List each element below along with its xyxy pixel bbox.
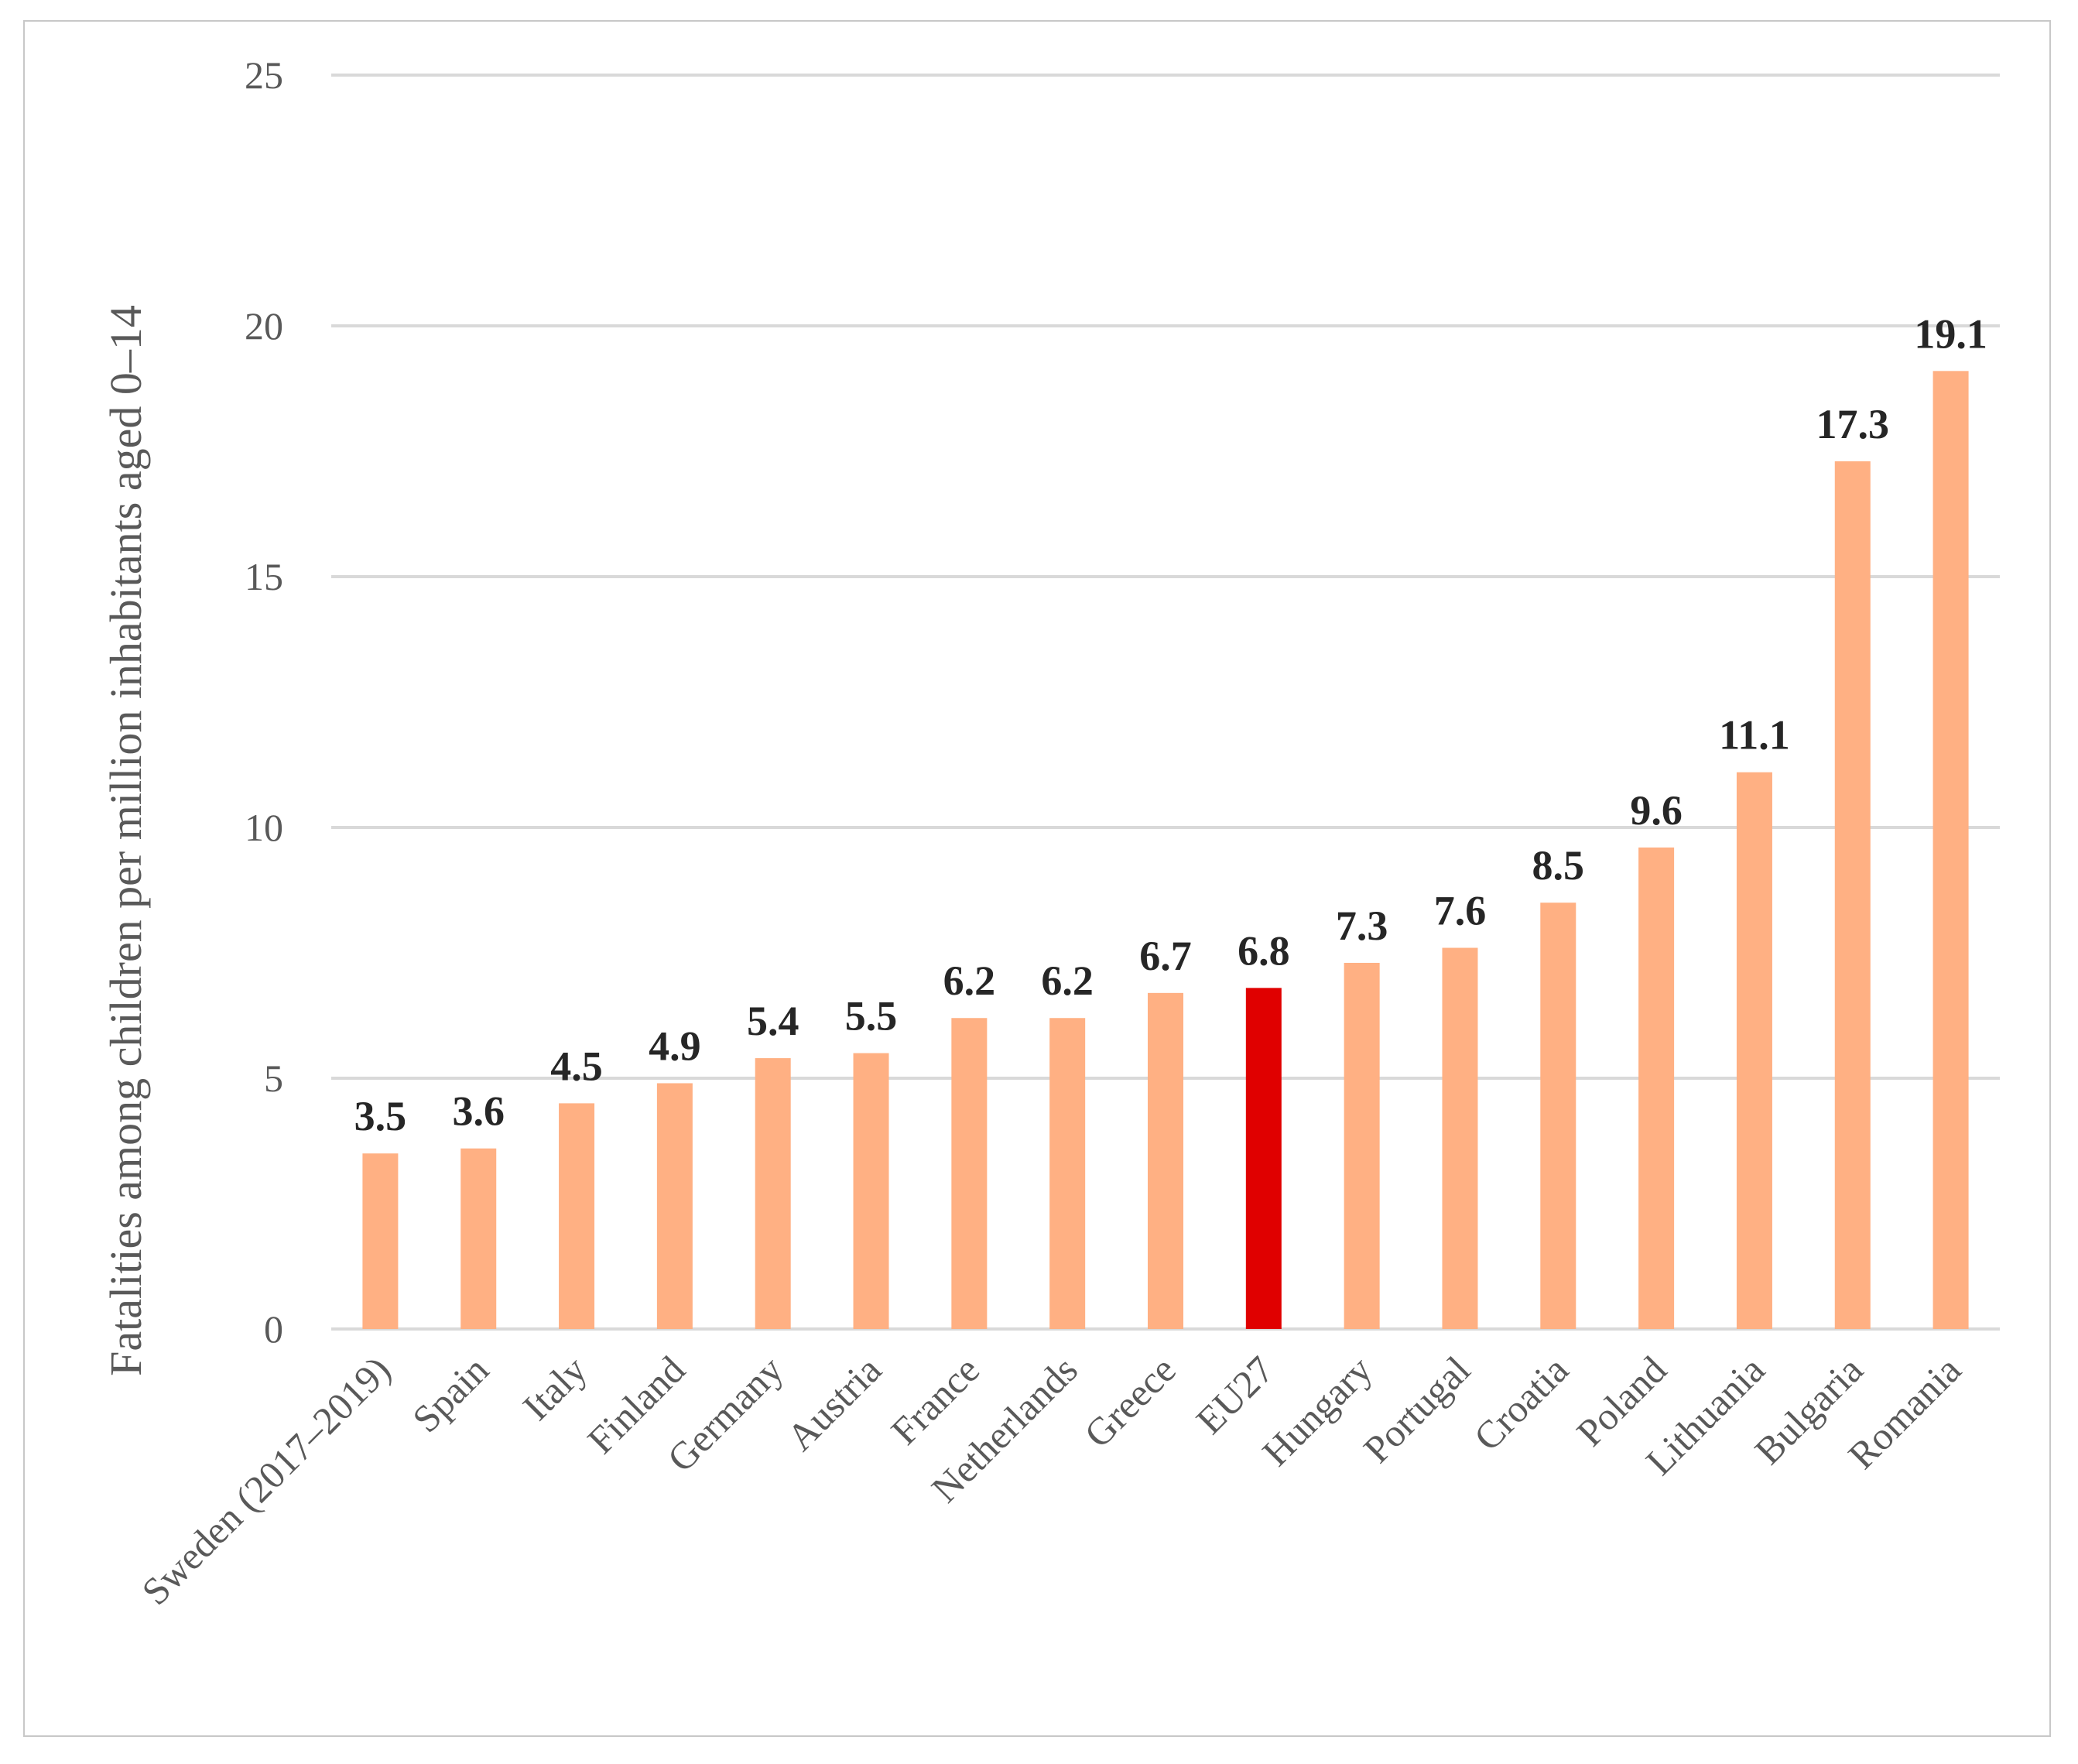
bar-bulgaria: [1834, 461, 1871, 1330]
bar-romania: [1933, 371, 1969, 1329]
y-tick-label: 20: [245, 304, 283, 348]
y-axis-label: Fatalities among children per million in…: [101, 305, 151, 1376]
data-label: 6.7: [1139, 933, 1192, 979]
bar-spain: [460, 1148, 497, 1329]
x-category-label: Italy: [514, 1348, 594, 1428]
data-label: 3.5: [354, 1093, 407, 1139]
bar-greece: [1148, 992, 1183, 1329]
bar-eu27: [1245, 988, 1282, 1329]
y-tick-label: 5: [264, 1057, 283, 1100]
data-label: 7.6: [1434, 888, 1487, 934]
x-category-label: EU27: [1188, 1348, 1282, 1442]
y-tick-label: 10: [245, 806, 283, 849]
chart-frame: [23, 20, 2051, 1737]
bar-germany: [755, 1058, 791, 1329]
gridlines: [331, 74, 2000, 1331]
data-label: 11.1: [1719, 712, 1790, 759]
bar-croatia: [1540, 903, 1576, 1329]
x-axis-categories: Sweden (2017–2019) Spain ItalyFinlandGerma…: [133, 1348, 1969, 1613]
y-tick-label: 0: [264, 1307, 283, 1351]
data-label: 6.2: [1041, 957, 1094, 1004]
bar-netherlands: [1049, 1018, 1086, 1329]
y-axis-ticks: 0 5 10 15 20 25: [245, 53, 283, 1351]
data-label: 17.3: [1816, 401, 1890, 447]
bar-austria: [853, 1053, 889, 1329]
x-category-label: Spain: [404, 1348, 497, 1440]
bar-italy: [559, 1103, 595, 1329]
bar-poland: [1638, 847, 1675, 1329]
y-tick-label: 15: [245, 555, 283, 598]
data-label: 8.5: [1532, 842, 1585, 889]
x-category-label: Portugal: [1355, 1348, 1478, 1471]
bar-france: [951, 1018, 988, 1329]
y-tick-label: 25: [245, 53, 283, 97]
data-label: 9.6: [1630, 787, 1683, 834]
bars: [362, 371, 1969, 1330]
bar-lithuania: [1736, 772, 1772, 1329]
data-labels: 3.5 3.6 4.5 4.9 5.4 5.5 6.2 6.2 6.7 6.8 7.3 7.6 8.5 9…: [354, 310, 1987, 1139]
bar-portugal: [1442, 947, 1478, 1329]
x-category-label: Croatia: [1465, 1348, 1576, 1459]
data-label: 7.3: [1336, 903, 1388, 949]
data-label: 19.1: [1914, 310, 1987, 357]
data-label: 3.6: [452, 1088, 505, 1135]
x-category-label: Hungary: [1254, 1348, 1380, 1474]
data-label: 5.4: [747, 998, 799, 1044]
x-category-label: Austria: [779, 1348, 890, 1459]
x-category-label: Greece: [1076, 1348, 1184, 1456]
data-label: 4.9: [649, 1022, 701, 1069]
bar-finland: [656, 1083, 693, 1329]
data-label: 5.5: [845, 993, 898, 1040]
bar-sweden-2017-2019: [362, 1153, 399, 1329]
data-label: 6.8: [1238, 927, 1290, 974]
bar-hungary: [1344, 962, 1380, 1329]
data-label: 4.5: [550, 1043, 603, 1089]
x-category-label: Sweden (2017–2019): [133, 1348, 399, 1613]
data-label: 6.2: [943, 957, 996, 1004]
